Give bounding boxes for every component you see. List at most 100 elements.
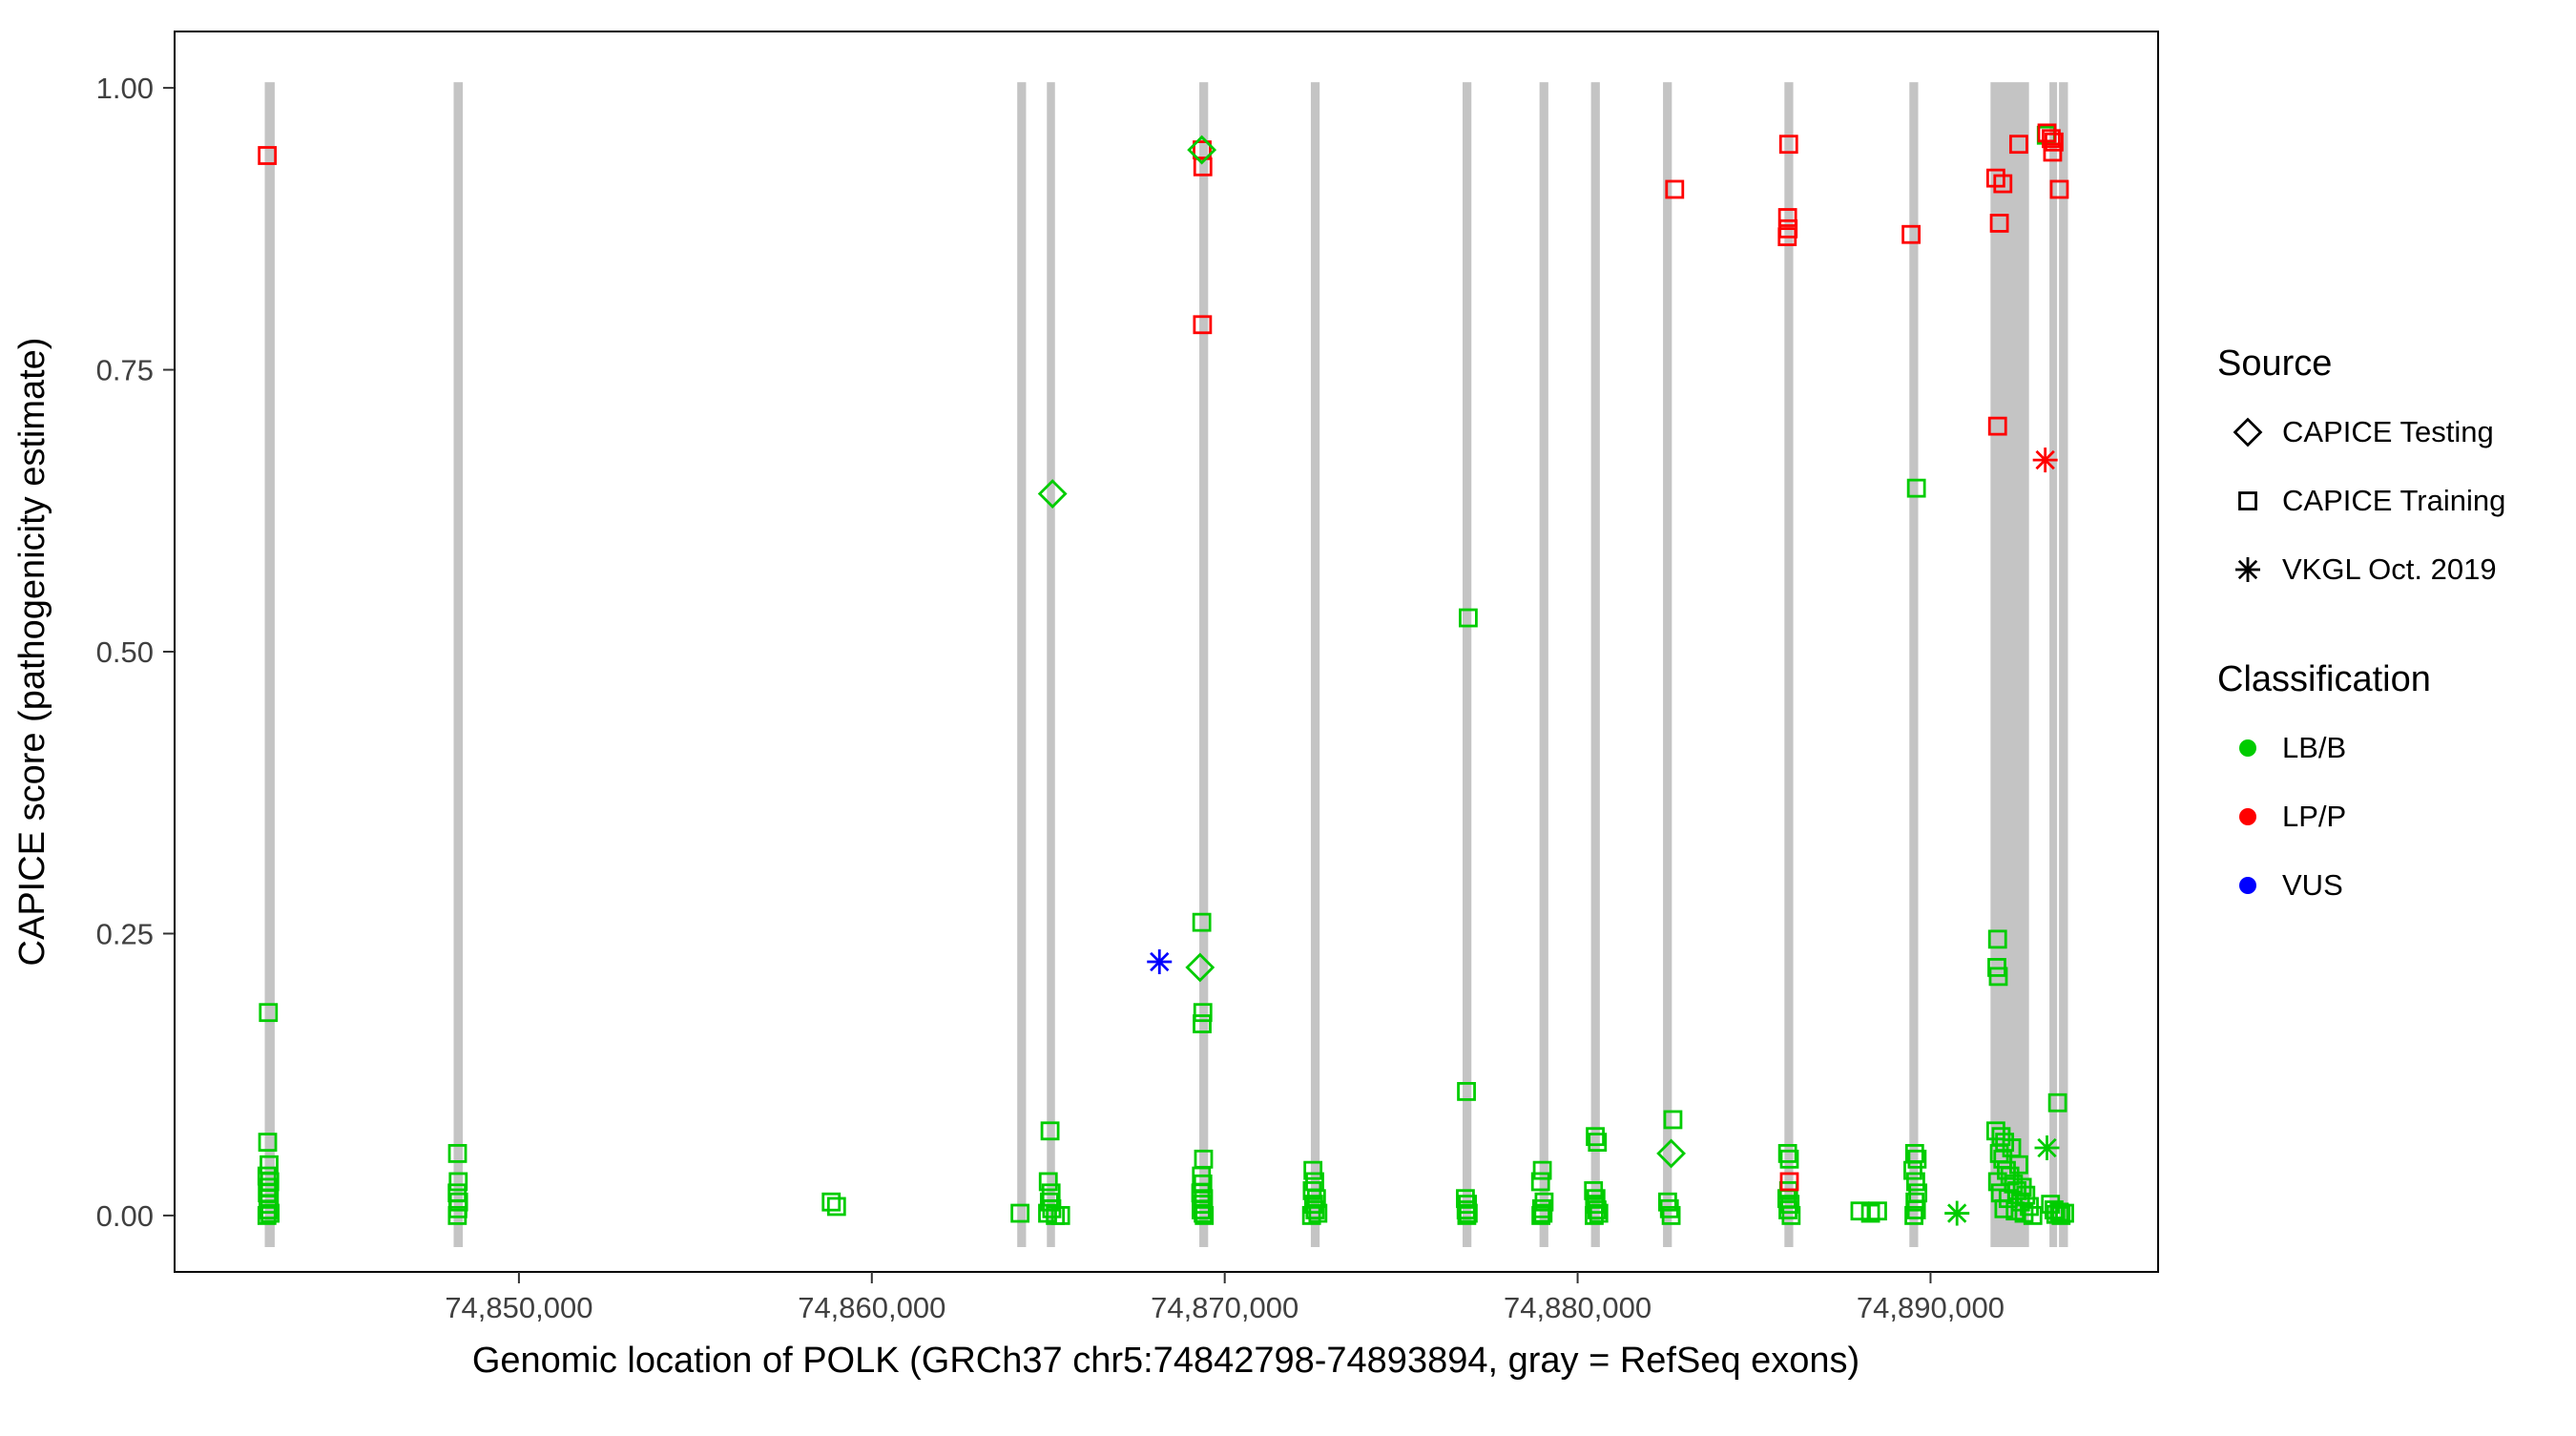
exon-bar (1784, 82, 1794, 1248)
diamond-point (1187, 135, 1217, 165)
square-point (1993, 174, 2013, 194)
square-point (1659, 1198, 1679, 1218)
asterisk-point (1147, 949, 1173, 974)
square-point (1987, 416, 2007, 436)
square-point (2009, 135, 2028, 155)
square-point (258, 1133, 278, 1152)
square-point (2045, 132, 2064, 152)
square-point (447, 1144, 467, 1163)
dot-icon (2239, 808, 2256, 825)
square-point (2042, 129, 2061, 149)
square-point (1301, 1206, 1321, 1225)
legend-item-square: CAPICE Training (2215, 467, 2505, 535)
x-axis-title: Genomic location of POLK (GRCh37 chr5:74… (472, 1341, 1859, 1381)
square-point (1665, 179, 1685, 199)
square-point (1906, 1172, 1925, 1192)
square-point (821, 1192, 841, 1212)
exon-bar (1663, 82, 1672, 1248)
square-point (1585, 1206, 1604, 1225)
legend-item-lb-b: LB/B (2215, 714, 2505, 782)
y-tick-label: 0.75 (96, 354, 154, 387)
square-point (2016, 1185, 2036, 1205)
square-point (1777, 227, 1797, 246)
legend-item-label: VUS (2282, 868, 2343, 902)
square-point (1457, 1206, 1477, 1225)
legend-item-label: VKGL Oct. 2019 (2282, 552, 2497, 586)
square-point (2049, 179, 2069, 199)
exon-bar (1017, 82, 1027, 1248)
square-point (447, 1206, 467, 1225)
square-point (2051, 1206, 2071, 1225)
square-point (1907, 1149, 1927, 1169)
square-point (1989, 214, 2009, 233)
square-point (1906, 1200, 1926, 1219)
square-point (1457, 1082, 1476, 1101)
square-point (1039, 1192, 1059, 1212)
square-point (1532, 1160, 1552, 1180)
square-point (1038, 1172, 1058, 1192)
square-point (2055, 1203, 2074, 1223)
exon-bar (1462, 82, 1472, 1248)
y-axis-title: CAPICE score (pathogenicity estimate) (12, 338, 52, 967)
legend-item-label: LB/B (2282, 731, 2347, 764)
asterisk-point (1944, 1200, 1970, 1226)
legend-classification-items: LB/B LP/P VUS (2215, 714, 2505, 920)
square-point (1588, 1133, 1608, 1152)
dot-icon (2239, 739, 2256, 757)
legend-item-label: CAPICE Testing (2282, 415, 2494, 448)
exon-bar (1990, 82, 2029, 1248)
legend-item-label: LP/P (2282, 800, 2347, 833)
y-tick-label: 1.00 (96, 72, 154, 105)
square-point (1308, 1203, 1328, 1223)
legend-item-diamond: CAPICE Testing (2215, 398, 2505, 467)
square-point (1010, 1203, 1030, 1223)
square-point (1906, 478, 1926, 498)
exon-bar (1909, 82, 1919, 1248)
square-point (1778, 135, 1798, 155)
square-point (257, 1206, 277, 1225)
legend-classification-title: Classification (2217, 659, 2431, 699)
square-point (1192, 912, 1212, 932)
legend-item-label: CAPICE Training (2282, 484, 2506, 517)
exon-layer (264, 82, 2068, 1248)
square-point (826, 1197, 846, 1217)
diamond-point (1185, 952, 1215, 983)
square-point (1530, 1172, 1550, 1192)
asterisk-icon (2235, 557, 2260, 582)
asterisk-point (2032, 447, 2058, 473)
square-point (1987, 929, 2007, 949)
diamond-icon (2233, 417, 2263, 447)
square-point (1780, 1195, 1800, 1214)
legend-source-items: CAPICE Testing CAPICE Training VKGL Oct. 2… (2215, 398, 2505, 604)
exon-bar (2059, 82, 2068, 1248)
square-point (1534, 1192, 1554, 1212)
square-point (2023, 1206, 2043, 1225)
x-tick-label: 74,870,000 (1151, 1291, 1298, 1324)
axis-layer: 74,850,000 74,860,000 74,870,000 74,880,000… (96, 31, 2159, 1324)
dot-icon (2239, 877, 2256, 894)
square-point (259, 1003, 279, 1023)
square-point (258, 146, 278, 165)
diamond-point (1656, 1138, 1687, 1169)
square-point (1193, 1003, 1213, 1023)
square-point (1586, 1127, 1605, 1147)
square-point (1193, 1014, 1212, 1033)
diamond-point (1037, 479, 1068, 509)
square-point (1533, 1203, 1553, 1223)
y-tick-label: 0.50 (96, 635, 154, 669)
point-layer (257, 123, 2074, 1226)
exon-bar (1590, 82, 1600, 1248)
square-point (1050, 1206, 1070, 1225)
asterisk-point (2034, 1135, 2060, 1160)
square-point (1903, 1160, 1922, 1180)
exon-bar (1047, 82, 1055, 1248)
square-point (1850, 1201, 1870, 1221)
exon-bar (1310, 82, 1320, 1248)
square-point (1901, 224, 1922, 244)
square-icon (2238, 491, 2257, 510)
square-point (1777, 1144, 1797, 1163)
square-point (1661, 1206, 1681, 1225)
legend-item-lp-p: LP/P (2215, 782, 2505, 851)
square-point (1781, 1206, 1801, 1225)
